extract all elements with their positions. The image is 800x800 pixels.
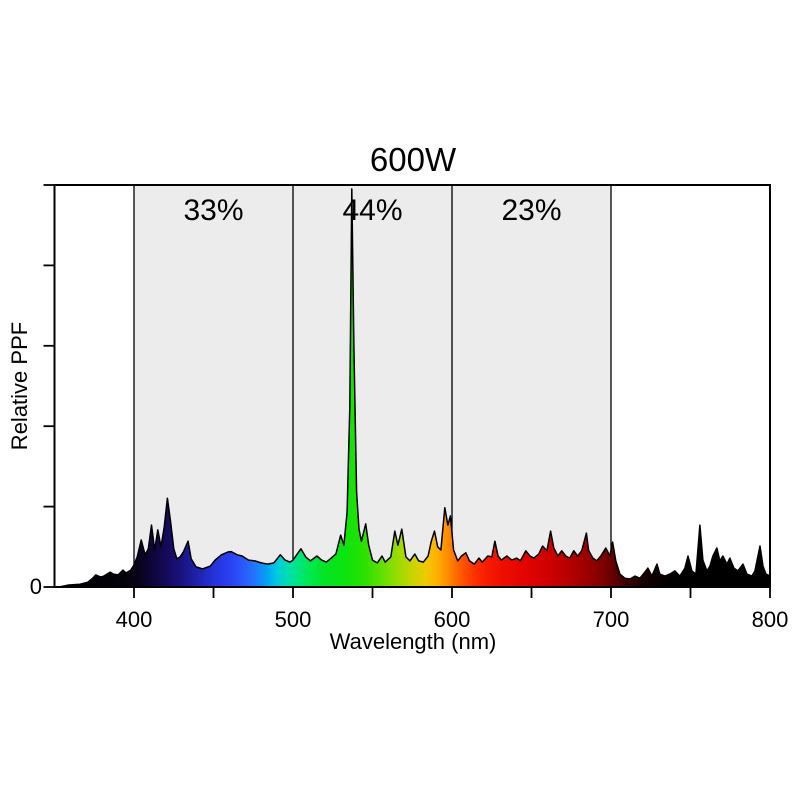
x-axis-label: Wavelength (nm) [330,629,497,654]
band-boundary-lines [133,185,612,587]
y-zero-label: 0 [30,574,42,599]
y-axis-label: Relative PPF [7,322,32,450]
percent-band [452,185,611,587]
band-percentage-labels: 33% 44% 23% [183,194,561,227]
percent-band [134,185,293,587]
spectrum-area [53,188,771,588]
percentage-bands [134,185,611,587]
x-tick-label: 500 [275,607,312,632]
band-percentage-label: 23% [501,194,561,227]
axis-ticks [43,184,771,598]
band-percentage-label: 44% [342,194,402,227]
x-tick-label: 600 [434,607,471,632]
percent-band [293,185,452,587]
plot-border [53,184,771,588]
x-tick-labels: 400 500 600 700 800 [116,607,789,632]
x-tick-label: 400 [116,607,153,632]
x-tick-label: 700 [593,607,630,632]
chart-title: 600W [370,141,457,178]
x-tick-label: 800 [752,607,789,632]
band-percentage-label: 33% [183,194,243,227]
